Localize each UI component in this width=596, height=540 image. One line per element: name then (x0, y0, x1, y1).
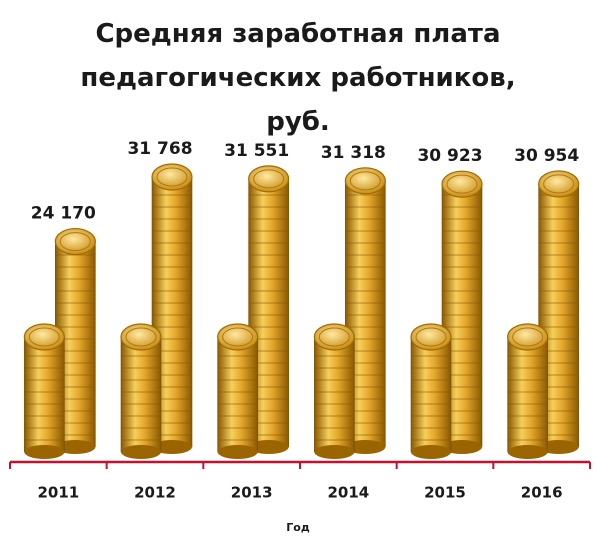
coin-rim (59, 232, 91, 252)
chart-title: Средняя заработная плата педагогических … (80, 19, 516, 137)
coin-stack-decor (217, 336, 258, 453)
x-tick-label: 2014 (327, 484, 369, 502)
coin-rim (446, 174, 478, 194)
coin-stack-decor (507, 336, 548, 453)
coin-bottom (507, 445, 548, 459)
coin-bottom (345, 440, 386, 454)
x-tick-label: 2012 (134, 484, 176, 502)
x-axis-label: Год (286, 521, 310, 534)
coin-rim (349, 171, 381, 191)
coin-bottom (55, 440, 96, 454)
coin-rim (125, 327, 157, 347)
x-tick-label: 2011 (37, 484, 79, 502)
x-tick-label: 2015 (424, 484, 466, 502)
coin-rim (253, 169, 285, 189)
coin-rim (512, 327, 544, 347)
value-label: 30 923 (417, 146, 482, 166)
value-label: 30 954 (514, 146, 579, 166)
coin-bottom (538, 440, 579, 454)
coin-bottom (152, 440, 192, 454)
coin-rim (543, 174, 575, 194)
value-label: 31 768 (127, 139, 192, 159)
coin-rim (222, 327, 254, 347)
coin-bottom (24, 445, 65, 459)
value-label: 31 551 (224, 141, 289, 161)
coin-bottom (314, 445, 355, 459)
x-tick-label: 2016 (521, 484, 563, 502)
value-label: 24 170 (31, 204, 96, 224)
x-tick-label: 2013 (231, 484, 273, 502)
coin-stack-decor (24, 336, 65, 453)
coin-stack-decor (410, 336, 452, 453)
coin-rim (28, 327, 60, 347)
coin-stack-decor (120, 336, 162, 453)
coin-rim (318, 327, 350, 347)
coin-bottom (442, 440, 482, 454)
coin-rim (415, 327, 447, 347)
coin-bottom (248, 440, 289, 454)
coin-bottom (411, 445, 451, 459)
value-label: 31 318 (321, 143, 386, 163)
coin-rim (156, 167, 188, 187)
coin-stack-decor (314, 336, 355, 453)
coin-bottom (121, 445, 161, 459)
coin-bottom (217, 445, 258, 459)
